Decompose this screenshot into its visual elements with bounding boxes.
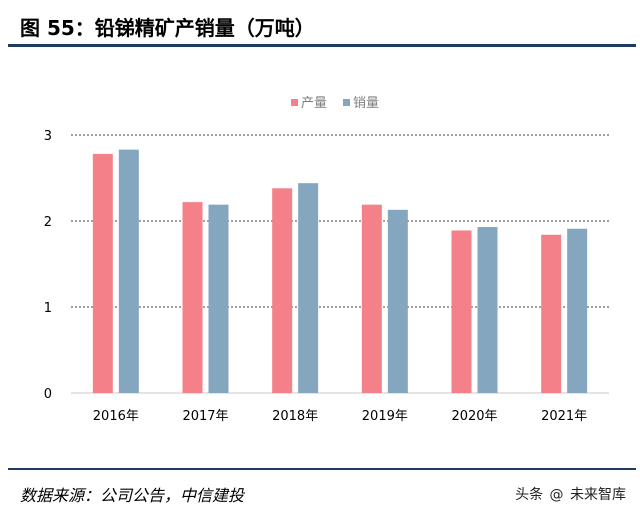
at-icon: @ bbox=[549, 487, 564, 503]
bar-sales bbox=[477, 227, 498, 393]
bar-sales bbox=[387, 209, 408, 393]
bar-production bbox=[182, 202, 203, 393]
bar-sales bbox=[567, 228, 588, 393]
legend-swatch bbox=[343, 99, 350, 106]
top-rule bbox=[8, 44, 636, 47]
bar-production bbox=[272, 188, 293, 393]
y-axis-ticks: 0 1 2 3 bbox=[44, 129, 52, 402]
bar-production bbox=[92, 153, 113, 393]
y-tick-label: 1 bbox=[44, 301, 52, 316]
bars bbox=[92, 149, 588, 393]
watermark: 头条 @ 未来智库 bbox=[515, 484, 626, 504]
legend-swatch bbox=[291, 99, 298, 106]
source-note: 数据来源：公司公告，中信建投 bbox=[20, 486, 245, 505]
grid-lines bbox=[71, 134, 609, 394]
bar-chart: 产量 销量 0 1 2 3 2016年 2017年 2018年 2019年 2020年 2021年 bbox=[44, 96, 609, 424]
watermark-prefix: 头条 bbox=[515, 487, 544, 503]
x-tick-label: 2019年 bbox=[362, 409, 408, 424]
chart-area: 产量 销量 0 1 2 3 2016年 2017年 2018年 2019年 2020年 2021年 bbox=[4, 58, 636, 463]
y-tick-label: 3 bbox=[44, 129, 52, 144]
bar-sales bbox=[118, 149, 139, 393]
bar-production bbox=[541, 234, 562, 393]
watermark-name: 未来智库 bbox=[570, 487, 626, 503]
bar-sales bbox=[208, 204, 229, 393]
bar-production bbox=[451, 230, 472, 393]
bottom-rule bbox=[8, 468, 636, 470]
x-tick-label: 2018年 bbox=[272, 409, 318, 424]
x-tick-label: 2021年 bbox=[541, 409, 587, 424]
x-axis-ticks: 2016年 2017年 2018年 2019年 2020年 2021年 bbox=[93, 409, 587, 424]
bar-production bbox=[361, 204, 382, 393]
legend-label: 产量 bbox=[301, 96, 327, 111]
legend: 产量 销量 bbox=[291, 96, 379, 111]
x-tick-label: 2016年 bbox=[93, 409, 139, 424]
x-tick-label: 2020年 bbox=[451, 409, 497, 424]
figure-title: 图 55：铅锑精矿产销量（万吨） bbox=[20, 16, 315, 40]
y-tick-label: 0 bbox=[44, 387, 52, 402]
bar-sales bbox=[298, 183, 319, 393]
x-tick-label: 2017年 bbox=[182, 409, 228, 424]
y-tick-label: 2 bbox=[44, 215, 52, 230]
legend-label: 销量 bbox=[353, 96, 379, 111]
